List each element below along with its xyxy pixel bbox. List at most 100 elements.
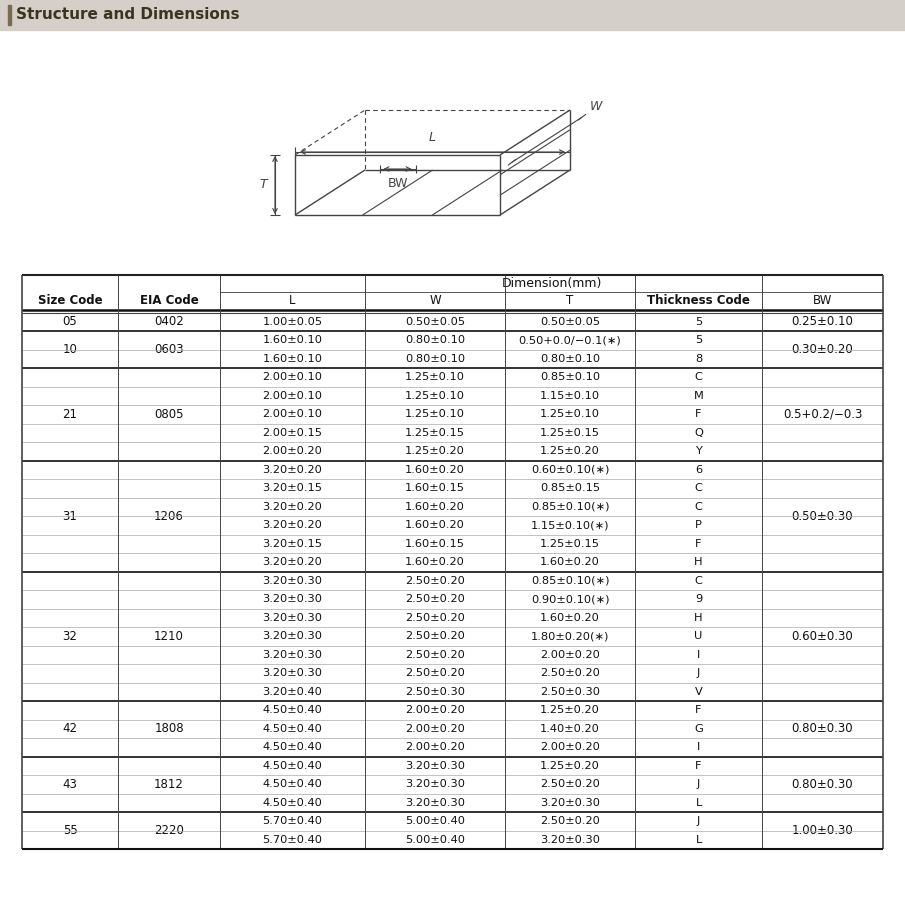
Text: 1.60±0.20: 1.60±0.20 xyxy=(540,613,600,623)
Text: 0.50+0.0/−0.1(∗): 0.50+0.0/−0.1(∗) xyxy=(519,336,622,346)
Text: 2.50±0.20: 2.50±0.20 xyxy=(405,595,465,605)
Text: 3.20±0.30: 3.20±0.30 xyxy=(540,835,600,845)
Text: P: P xyxy=(695,520,702,530)
Text: 2.50±0.20: 2.50±0.20 xyxy=(405,632,465,642)
Text: BW: BW xyxy=(387,177,408,190)
Text: 4.50±0.40: 4.50±0.40 xyxy=(262,779,322,789)
Text: 1.25±0.15: 1.25±0.15 xyxy=(540,538,600,549)
Text: 0.80±0.10: 0.80±0.10 xyxy=(405,354,465,364)
Text: W: W xyxy=(590,100,603,113)
Text: 0.50±0.05: 0.50±0.05 xyxy=(405,317,465,327)
Text: 1.00±0.30: 1.00±0.30 xyxy=(792,824,853,837)
Text: T: T xyxy=(260,178,267,192)
Text: 0.30±0.20: 0.30±0.20 xyxy=(792,343,853,357)
Text: 1.60±0.20: 1.60±0.20 xyxy=(405,520,465,530)
Text: 1.60±0.20: 1.60±0.20 xyxy=(405,557,465,567)
Text: 3.20±0.15: 3.20±0.15 xyxy=(262,483,322,493)
Text: 2.50±0.20: 2.50±0.20 xyxy=(405,576,465,586)
Text: 3.20±0.30: 3.20±0.30 xyxy=(262,632,322,642)
Text: J: J xyxy=(697,816,700,826)
Text: 2.00±0.10: 2.00±0.10 xyxy=(262,391,322,401)
Bar xyxy=(0,0,905,30)
Text: 1.15±0.10(∗): 1.15±0.10(∗) xyxy=(530,520,609,530)
Text: 0.85±0.10(∗): 0.85±0.10(∗) xyxy=(530,576,609,586)
Text: 1.40±0.20: 1.40±0.20 xyxy=(540,724,600,734)
Text: 5.70±0.40: 5.70±0.40 xyxy=(262,816,322,826)
Text: Size Code: Size Code xyxy=(38,294,102,308)
Text: 2.00±0.20: 2.00±0.20 xyxy=(540,650,600,660)
Text: 4.50±0.40: 4.50±0.40 xyxy=(262,798,322,808)
Text: 4.50±0.40: 4.50±0.40 xyxy=(262,761,322,771)
Text: Q: Q xyxy=(694,428,703,438)
Bar xyxy=(8,5,11,25)
Text: 05: 05 xyxy=(62,316,77,329)
Text: L: L xyxy=(290,294,296,308)
Text: 2.00±0.15: 2.00±0.15 xyxy=(262,428,322,438)
Text: 1.60±0.20: 1.60±0.20 xyxy=(405,502,465,512)
Text: 3.20±0.40: 3.20±0.40 xyxy=(262,687,322,697)
Text: T: T xyxy=(567,294,574,308)
Text: 1.00±0.05: 1.00±0.05 xyxy=(262,317,322,327)
Text: 0.85±0.10(∗): 0.85±0.10(∗) xyxy=(530,502,609,512)
Text: 1.80±0.20(∗): 1.80±0.20(∗) xyxy=(531,632,609,642)
Text: H: H xyxy=(694,557,703,567)
Text: 0.60±0.10(∗): 0.60±0.10(∗) xyxy=(531,465,609,475)
Text: 5: 5 xyxy=(695,317,702,327)
Text: 0.50±0.05: 0.50±0.05 xyxy=(540,317,600,327)
Text: 2.50±0.30: 2.50±0.30 xyxy=(540,687,600,697)
Text: 3.20±0.30: 3.20±0.30 xyxy=(262,669,322,679)
Text: 1.60±0.15: 1.60±0.15 xyxy=(405,483,465,493)
Text: F: F xyxy=(695,761,701,771)
Text: 0.85±0.10: 0.85±0.10 xyxy=(540,372,600,383)
Text: 3.20±0.30: 3.20±0.30 xyxy=(262,595,322,605)
Text: 1.25±0.10: 1.25±0.10 xyxy=(405,372,465,383)
Text: 3.20±0.30: 3.20±0.30 xyxy=(262,576,322,586)
Text: 10: 10 xyxy=(62,343,78,357)
Text: 2220: 2220 xyxy=(154,824,184,837)
Text: 1.60±0.15: 1.60±0.15 xyxy=(405,538,465,549)
Text: 2.50±0.20: 2.50±0.20 xyxy=(405,669,465,679)
Text: 3.20±0.20: 3.20±0.20 xyxy=(262,502,322,512)
Text: M: M xyxy=(693,391,703,401)
Text: 1210: 1210 xyxy=(154,630,184,643)
Text: 0603: 0603 xyxy=(154,343,184,357)
Text: 0.5+0.2/−0.3: 0.5+0.2/−0.3 xyxy=(783,408,862,421)
Text: L: L xyxy=(695,835,701,845)
Text: C: C xyxy=(694,483,702,493)
Text: Dimension(mm): Dimension(mm) xyxy=(501,277,602,290)
Text: 2.50±0.30: 2.50±0.30 xyxy=(405,687,465,697)
Text: 0.60±0.30: 0.60±0.30 xyxy=(792,630,853,643)
Text: 1.60±0.20: 1.60±0.20 xyxy=(405,465,465,475)
Text: F: F xyxy=(695,538,701,549)
Text: 1.25±0.15: 1.25±0.15 xyxy=(405,428,465,438)
Text: 2.00±0.20: 2.00±0.20 xyxy=(262,446,322,456)
Text: 1808: 1808 xyxy=(154,722,184,736)
Text: 2.00±0.20: 2.00±0.20 xyxy=(405,742,465,752)
Text: 1812: 1812 xyxy=(154,778,184,791)
Text: 1.25±0.20: 1.25±0.20 xyxy=(405,446,465,456)
Text: 5.00±0.40: 5.00±0.40 xyxy=(405,835,465,845)
Text: 3.20±0.30: 3.20±0.30 xyxy=(262,650,322,660)
Text: 2.50±0.20: 2.50±0.20 xyxy=(540,669,600,679)
Text: C: C xyxy=(694,372,702,383)
Text: 0.80±0.10: 0.80±0.10 xyxy=(405,336,465,346)
Text: L: L xyxy=(429,131,436,144)
Text: 0805: 0805 xyxy=(154,408,184,421)
Text: 4.50±0.40: 4.50±0.40 xyxy=(262,742,322,752)
Text: H: H xyxy=(694,613,703,623)
Text: 5.00±0.40: 5.00±0.40 xyxy=(405,816,465,826)
Text: 0.80±0.30: 0.80±0.30 xyxy=(792,722,853,736)
Text: 31: 31 xyxy=(62,510,78,523)
Text: 3.20±0.30: 3.20±0.30 xyxy=(262,613,322,623)
Text: 2.00±0.20: 2.00±0.20 xyxy=(405,705,465,715)
Text: Y: Y xyxy=(695,446,702,456)
Text: 0.85±0.15: 0.85±0.15 xyxy=(540,483,600,493)
Text: 4.50±0.40: 4.50±0.40 xyxy=(262,705,322,715)
Text: 32: 32 xyxy=(62,630,78,643)
Text: 1.25±0.20: 1.25±0.20 xyxy=(540,446,600,456)
Text: 0.90±0.10(∗): 0.90±0.10(∗) xyxy=(530,595,609,605)
Text: BW: BW xyxy=(813,294,833,308)
Text: 2.00±0.20: 2.00±0.20 xyxy=(540,742,600,752)
Text: 0.80±0.10: 0.80±0.10 xyxy=(540,354,600,364)
Text: I: I xyxy=(697,742,700,752)
